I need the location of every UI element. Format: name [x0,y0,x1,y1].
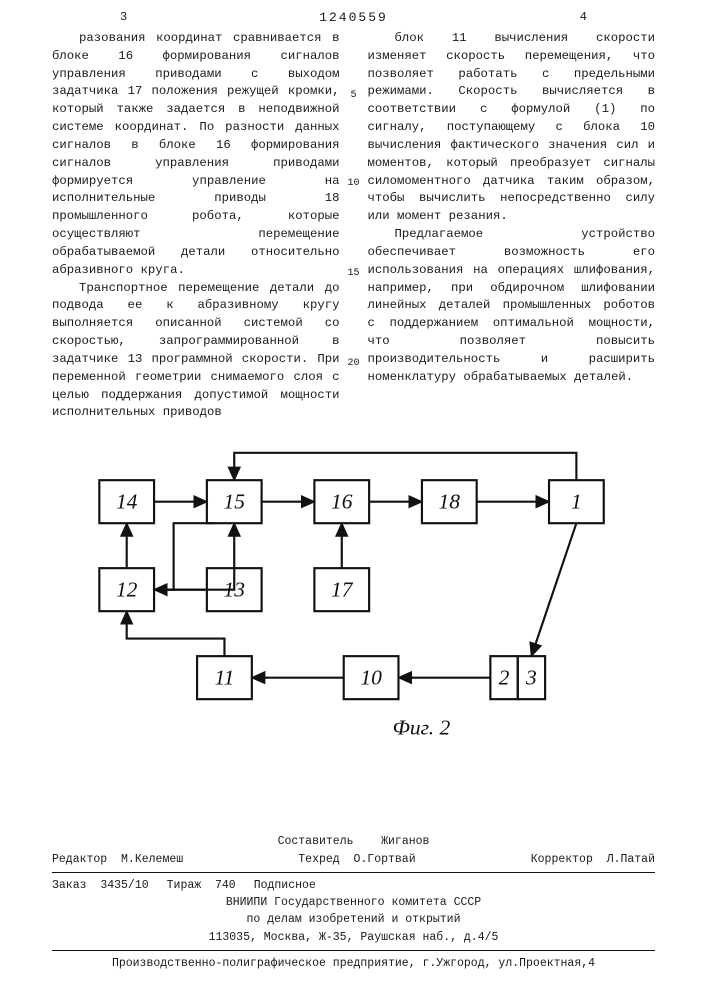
edge [154,523,234,589]
tirazh-num: 740 [215,879,236,892]
node-label-3: 3 [525,666,537,690]
techred-name: О.Гортвай [354,853,416,866]
block-diagram-svg: 141516181121317111023 Фиг. 2 [70,415,637,780]
doc-number: 1240559 [0,10,707,25]
left-column: разования координат сравнивается в блоке… [52,30,340,422]
address: 113035, Москва, Ж-35, Раушская наб., д.4… [52,929,655,946]
compiler-label: Составитель [278,835,354,848]
line-num-15: 15 [346,268,362,279]
subscription: Подписное [254,877,316,894]
tirazh-label: Тираж [167,879,202,892]
node-label-11: 11 [215,666,235,690]
order-num: 3435/10 [100,879,148,892]
left-p1: разования координат сравнивается в блоке… [52,30,340,280]
order-label: Заказ [52,879,87,892]
node-label-18: 18 [439,490,461,514]
node-label-17: 17 [331,578,354,602]
page: 3 1240559 4 разования координат сравнива… [0,0,707,1000]
right-p1: блок 11 вычисления скорости изменяет ско… [368,30,656,226]
editor-label: Редактор [52,853,107,866]
node-label-2: 2 [499,666,510,690]
right-column: блок 11 вычисления скорости изменяет ско… [368,30,656,422]
node-label-16: 16 [331,490,353,514]
techred-label: Техред [298,853,339,866]
compiler-name: Жиганов [381,835,429,848]
order-row: Заказ 3435/10 Тираж 740 Подписное [52,877,655,894]
figure-caption: Фиг. 2 [393,715,451,739]
node-label-14: 14 [116,490,138,514]
left-p2: Транспортное перемещение детали до подво… [52,280,340,423]
org-line-1: ВНИИПИ Государственного комитета СССР [52,894,655,911]
node-label-10: 10 [360,666,382,690]
credits-row-2: Редактор М.Келемеш Техред О.Гортвай Корр… [52,851,655,868]
corrector-name: Л.Патай [607,853,655,866]
line-num-20: 20 [346,358,362,369]
node-label-15: 15 [223,490,245,514]
corrector-label: Корректор [531,853,593,866]
footer-block: Составитель Жиганов Редактор М.Келемеш Т… [52,833,655,972]
node-label-12: 12 [116,578,138,602]
edge [154,523,215,589]
edge [234,453,576,480]
node-label-1: 1 [571,490,582,514]
edge [127,611,225,656]
figure-2: 141516181121317111023 Фиг. 2 [70,415,637,780]
right-p2: Предлагаемое устройство обеспечивает воз… [368,226,656,386]
divider-2 [52,950,655,951]
org-line-2: по делам изобретений и открытий [52,911,655,928]
edge [531,523,576,656]
divider-1 [52,872,655,873]
page-num-right: 4 [580,10,587,24]
credits-row-1: Составитель Жиганов [52,833,655,850]
press-line: Производственно-полиграфическое предприя… [52,955,655,972]
editor-name: М.Келемеш [121,853,183,866]
line-num-10: 10 [346,178,362,189]
line-num-5: 5 [346,90,362,101]
